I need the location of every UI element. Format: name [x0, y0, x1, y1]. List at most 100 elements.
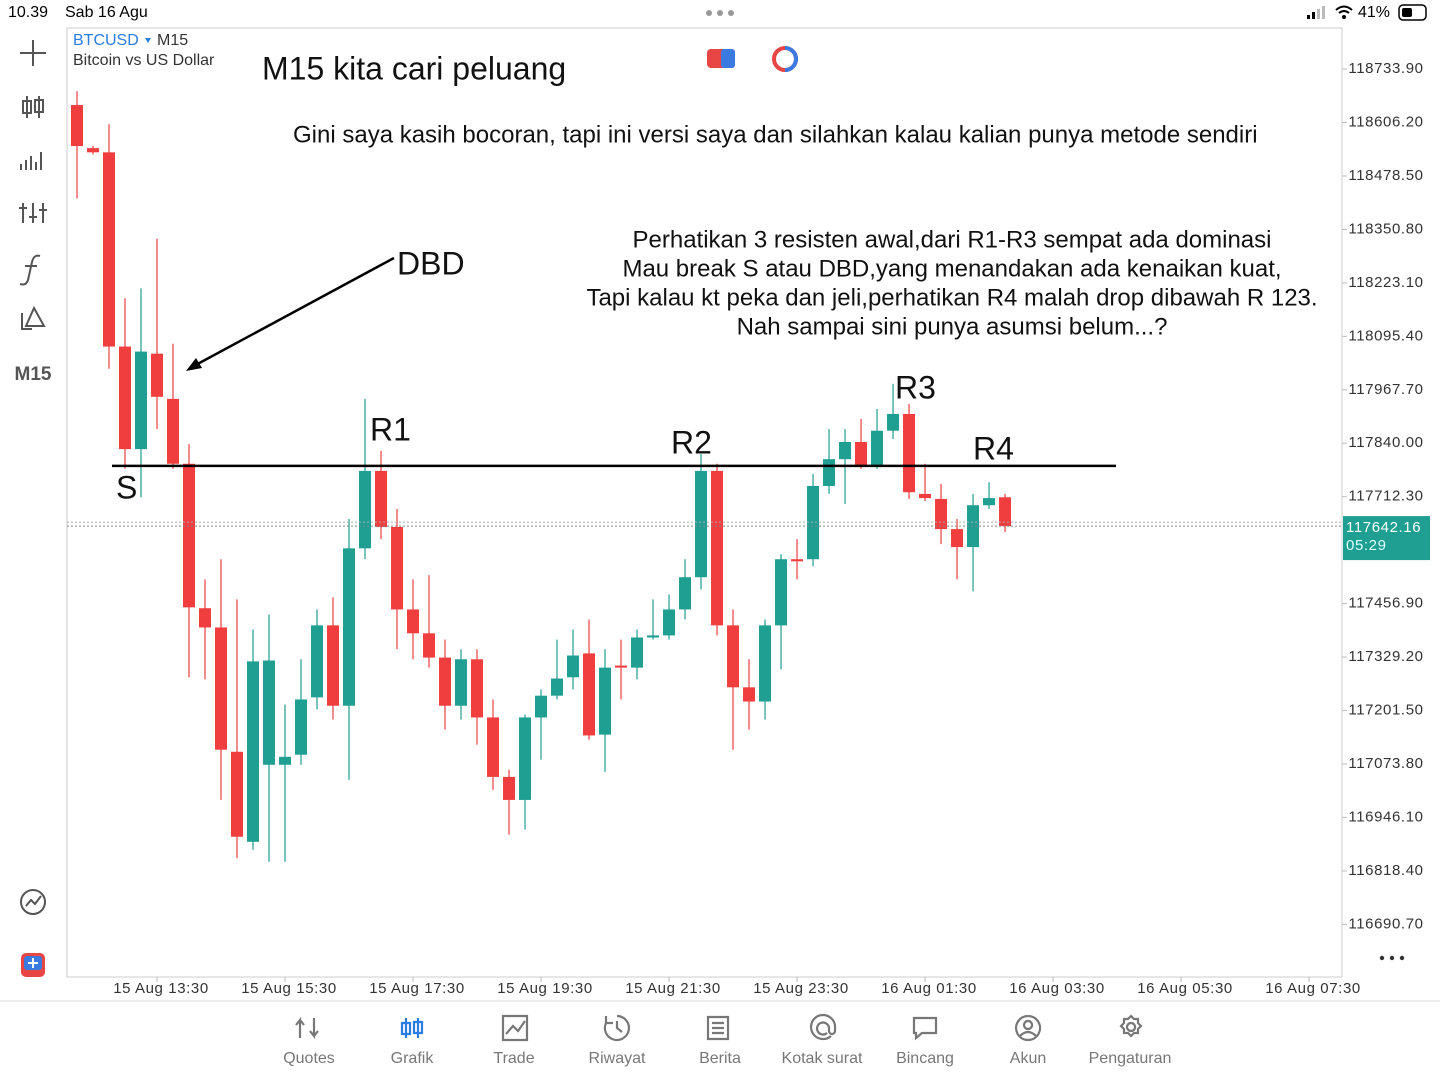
candle-body — [727, 625, 740, 688]
more-button[interactable] — [1379, 955, 1405, 961]
candle-body — [183, 463, 196, 608]
candle-body — [823, 459, 836, 486]
nav-icon[interactable] — [706, 1015, 730, 1041]
y-tick-label: 117967.70 — [1348, 381, 1423, 398]
volume-tool[interactable] — [20, 152, 42, 170]
nav-label[interactable]: Riwayat — [589, 1050, 646, 1067]
nav-icon[interactable] — [400, 1018, 424, 1038]
nav-label[interactable]: Pengaturan — [1089, 1050, 1172, 1067]
y-tick-label: 117456.90 — [1348, 595, 1423, 612]
y-tick-label: 116818.40 — [1348, 862, 1423, 879]
crosshair-tool[interactable] — [20, 40, 46, 66]
symbol-timeframe: M15 — [157, 32, 188, 49]
x-tick-label: 15 Aug 15:30 — [241, 980, 337, 997]
candle-body — [455, 659, 468, 706]
nav-icon[interactable] — [1014, 1014, 1042, 1042]
indicator-tool[interactable] — [19, 203, 47, 223]
analytics-tool[interactable] — [20, 889, 46, 915]
annotation-note: Perhatikan 3 resisten awal,dari R1-R3 se… — [586, 226, 1317, 340]
bottom-nav: Quotes Grafik Trade Riwayat Berita Kotak sura… — [283, 1013, 1172, 1067]
candle-body — [919, 493, 932, 499]
candle-body — [71, 105, 84, 147]
candle-body — [759, 625, 772, 702]
nav-label[interactable]: Kotak surat — [782, 1050, 863, 1067]
note-line: Mau break S atau DBD,yang menandakan ada… — [622, 255, 1281, 282]
annotation-arrow — [191, 256, 395, 369]
nav-icon[interactable] — [912, 1016, 938, 1041]
function-tool[interactable] — [19, 254, 41, 286]
nav-icon[interactable] — [810, 1013, 837, 1041]
candle-body — [503, 776, 516, 800]
timeframe-button[interactable]: M15 — [15, 364, 52, 385]
nav-icon[interactable] — [1119, 1014, 1143, 1038]
chart-type-tool[interactable] — [22, 96, 44, 118]
nav-label[interactable]: Grafik — [391, 1050, 435, 1067]
candle-body — [871, 430, 884, 466]
status-date: Sab 16 Agu — [65, 4, 148, 21]
nav-label[interactable]: Bincang — [896, 1050, 954, 1067]
candle-body — [615, 665, 628, 668]
x-tick-label: 16 Aug 01:30 — [881, 980, 977, 997]
candle-body — [807, 485, 820, 560]
x-tick-label: 15 Aug 21:30 — [625, 980, 721, 997]
analytics-glyph — [25, 895, 42, 907]
x-tick-label: 15 Aug 23:30 — [753, 980, 849, 997]
y-tick-label: 118606.20 — [1348, 113, 1423, 130]
candle-body — [103, 152, 116, 347]
candle-body — [711, 470, 724, 626]
annotation-title: M15 kita cari peluang — [262, 50, 566, 86]
candle-body — [743, 687, 756, 702]
battery-text: 41% — [1358, 4, 1390, 21]
candle-body — [471, 659, 484, 718]
symbol-description: Bitcoin vs US Dollar — [73, 52, 215, 69]
y-tick-label: 118223.10 — [1348, 274, 1423, 291]
nav-icon[interactable] — [295, 1016, 319, 1040]
candle-body — [903, 413, 916, 493]
symbol-dropdown[interactable] — [145, 38, 151, 43]
candle-body — [167, 398, 180, 464]
multitask-dots — [706, 10, 734, 16]
nav-label[interactable]: Berita — [699, 1050, 741, 1067]
candle-body — [791, 559, 804, 562]
candle-body — [231, 751, 244, 837]
symbol-ticker[interactable]: BTCUSD — [73, 32, 139, 49]
left-toolbar — [19, 40, 47, 915]
nav-icon[interactable] — [603, 1014, 630, 1042]
candle-body — [967, 505, 980, 548]
signal-buttons — [707, 46, 798, 72]
y-tick-label: 116690.70 — [1348, 915, 1423, 932]
nav-label[interactable]: Trade — [493, 1050, 534, 1067]
annotation-r4: R4 — [973, 430, 1014, 466]
candle-body — [679, 577, 692, 610]
candle-body — [839, 442, 852, 460]
candle-body — [247, 661, 260, 842]
plot-frame — [66, 27, 1343, 978]
annotation-arrowhead — [186, 358, 202, 371]
y-tick-label: 117201.50 — [1348, 702, 1423, 719]
candle-body — [343, 548, 356, 706]
y-tick-label: 117329.20 — [1348, 648, 1423, 665]
candle-body — [599, 667, 612, 735]
x-tick-label: 15 Aug 17:30 — [369, 980, 465, 997]
y-tick-label: 117712.30 — [1348, 488, 1423, 505]
x-tick-label: 16 Aug 07:30 — [1265, 980, 1361, 997]
y-tick-label: 117840.00 — [1348, 434, 1423, 451]
y-tick-label: 118478.50 — [1348, 167, 1423, 184]
candle-body — [775, 559, 788, 626]
candle-body — [263, 660, 276, 765]
candle-body — [551, 678, 564, 696]
current-price-timer: 05:29 — [1346, 537, 1387, 554]
nav-label[interactable]: Akun — [1010, 1050, 1046, 1067]
candle-body — [951, 529, 964, 548]
y-tick-label: 118733.90 — [1348, 60, 1423, 77]
annotation-s: S — [116, 469, 137, 505]
nav-label[interactable]: Quotes — [283, 1050, 335, 1067]
status-time: 10.39 — [8, 4, 48, 21]
candle-body — [487, 717, 500, 777]
nav-icon[interactable] — [501, 1014, 529, 1042]
objects-tool[interactable] — [21, 305, 46, 330]
note-line: Tapi kalau kt peka dan jeli,perhatikan R… — [586, 284, 1317, 311]
candle-body — [695, 470, 708, 578]
